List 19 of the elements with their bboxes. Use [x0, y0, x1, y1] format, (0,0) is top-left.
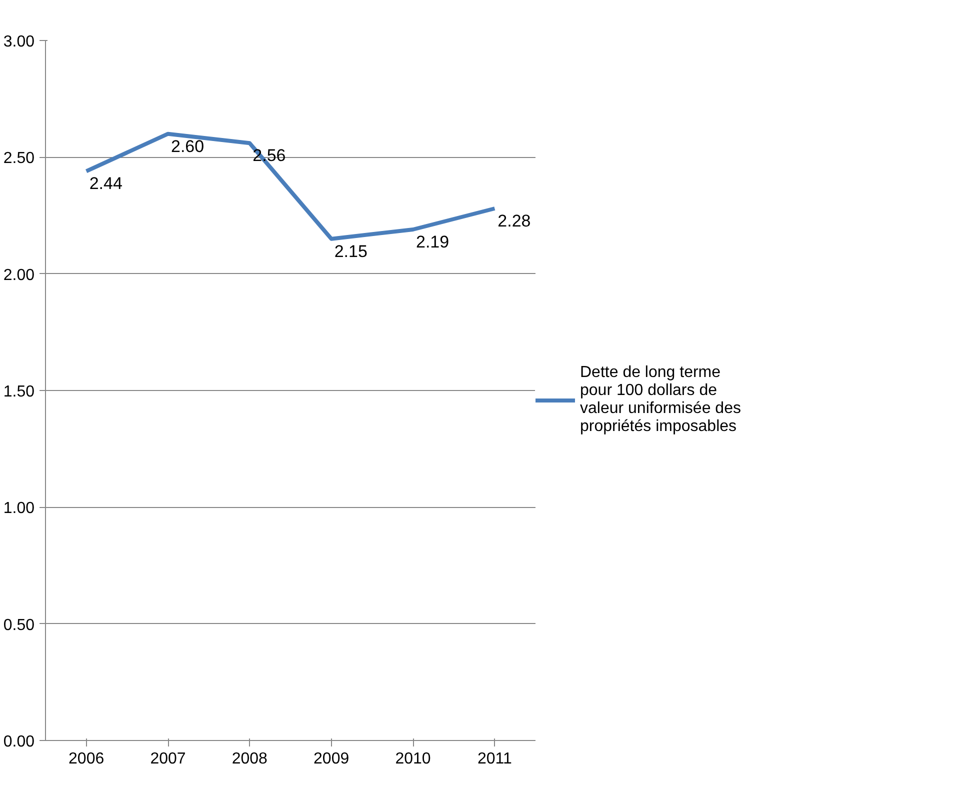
data-label: 2.19 — [416, 232, 450, 252]
x-tick-label: 2008 — [232, 750, 268, 768]
y-tick-label: 1.50 — [3, 384, 35, 400]
y-tick-label: 3.00 — [3, 34, 35, 50]
y-tick-label: 2.50 — [3, 150, 35, 168]
legend-label: Dette de long terme pour 100 dollars de valeur uniformisée des propriétés imposables — [580, 363, 741, 437]
y-tick-label: 0.00 — [3, 734, 35, 750]
data-label: 2.28 — [498, 212, 531, 230]
x-tick-label: 2006 — [68, 750, 104, 768]
y-tick-label: 0.50 — [3, 616, 35, 634]
x-tick-label: 2011 — [477, 750, 512, 768]
x-tick-label: 2007 — [150, 750, 186, 768]
x-tick-label: 2009 — [314, 750, 350, 768]
y-tick-label: 2.00 — [3, 266, 35, 284]
data-label: 2.60 — [171, 136, 204, 156]
data-label: 2.44 — [89, 174, 122, 194]
data-label: 2.15 — [334, 242, 368, 261]
x-tick-label: 2010 — [395, 750, 431, 768]
y-tick-label: 1.00 — [3, 500, 35, 518]
